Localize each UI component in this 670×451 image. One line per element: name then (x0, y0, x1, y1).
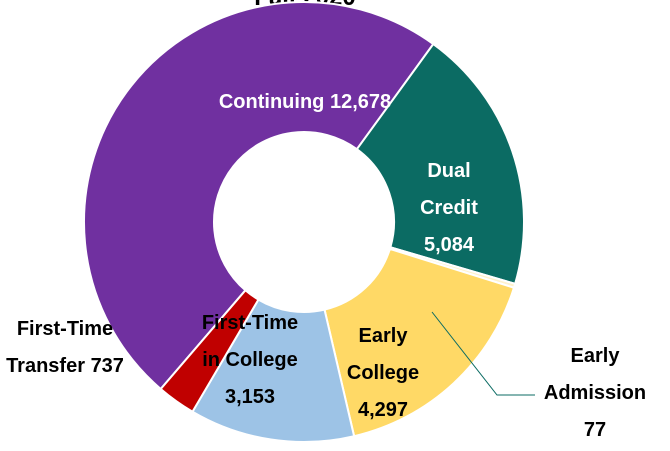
value-label: 12,678 (329, 91, 392, 113)
value-label: 77 (583, 419, 607, 441)
category-label: Early College (346, 325, 420, 384)
category-label: Continuing (218, 91, 325, 113)
donut-segment (355, 42, 525, 286)
data-label: Early College 4,297 (323, 318, 443, 429)
data-label: First-Time Transfer 737 (5, 311, 125, 385)
data-label: Continuing 12,678 (155, 84, 455, 121)
donut-segment (323, 247, 516, 438)
leader-line (431, 311, 535, 396)
value-label: 3,153 (224, 386, 276, 408)
value-label: 737 (90, 355, 124, 377)
category-label: First-Time Transfer (6, 318, 114, 377)
category-label: Early Admission (543, 345, 647, 404)
donut-segment (83, 1, 435, 391)
value-label: 5,084 (423, 234, 475, 256)
data-label: Dual Credit 5,084 (404, 153, 494, 264)
donut-segment (159, 288, 260, 414)
data-label: First-Time in College 3,153 (195, 305, 305, 416)
category-label: Dual Credit (420, 160, 478, 219)
data-label: Early Admission 77 (530, 338, 660, 449)
value-label: 4,297 (357, 399, 409, 421)
donut-segment (191, 298, 356, 443)
category-label: First-Time in College (201, 312, 299, 371)
